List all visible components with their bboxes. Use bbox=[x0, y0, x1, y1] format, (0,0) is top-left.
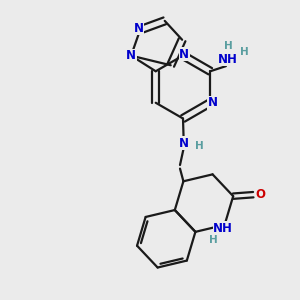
Text: O: O bbox=[255, 188, 265, 201]
Text: H: H bbox=[224, 41, 233, 51]
Text: H: H bbox=[209, 235, 218, 245]
Text: NH: NH bbox=[218, 53, 238, 66]
Text: H: H bbox=[240, 47, 249, 57]
Text: N: N bbox=[179, 48, 189, 61]
Text: N: N bbox=[178, 136, 189, 150]
Text: H: H bbox=[195, 140, 204, 151]
Text: NH: NH bbox=[213, 222, 233, 235]
Text: N: N bbox=[134, 22, 144, 35]
Text: N: N bbox=[208, 96, 218, 109]
Text: N: N bbox=[126, 49, 136, 62]
